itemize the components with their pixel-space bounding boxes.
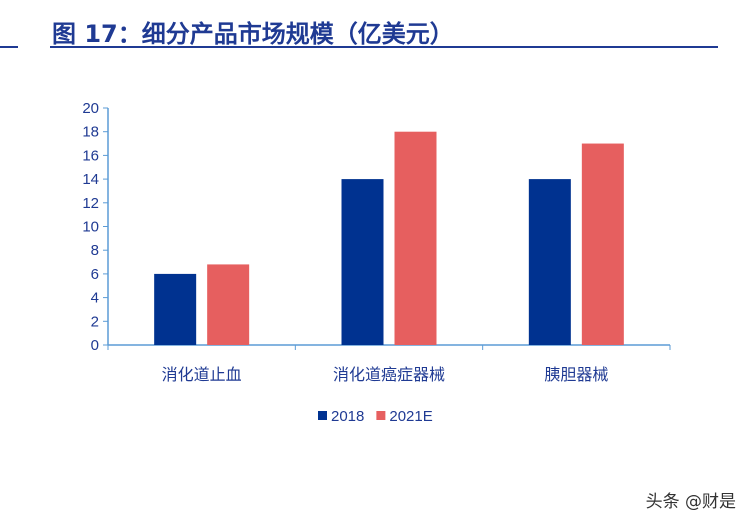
y-tick-label: 4 bbox=[91, 290, 99, 307]
bar-2018 bbox=[341, 179, 384, 345]
legend-swatch bbox=[376, 411, 386, 420]
title-rule-left bbox=[0, 46, 18, 48]
title-rule bbox=[50, 46, 718, 48]
watermark: 头条 @财是 bbox=[645, 492, 736, 512]
x-tick-label: 消化道止血 bbox=[162, 365, 242, 384]
legend-label: 2018 bbox=[331, 408, 364, 425]
bar-2018 bbox=[528, 179, 571, 345]
y-tick-label: 2 bbox=[91, 313, 99, 330]
bar-2021E bbox=[581, 143, 624, 345]
x-tick-label: 胰胆器械 bbox=[544, 365, 608, 384]
legend-swatch bbox=[318, 411, 327, 420]
y-tick-label: 14 bbox=[82, 171, 99, 188]
y-tick-label: 0 bbox=[91, 337, 99, 354]
y-tick-label: 10 bbox=[82, 219, 99, 236]
y-tick-label: 6 bbox=[91, 266, 99, 283]
y-tick-label: 20 bbox=[82, 100, 99, 117]
bar-2021E bbox=[207, 264, 250, 345]
y-tick-label: 12 bbox=[82, 195, 99, 212]
legend-label: 2021E bbox=[389, 408, 432, 425]
page-title: 图 17：细分产品市场规模（亿美元） bbox=[52, 20, 454, 48]
y-tick-label: 8 bbox=[91, 242, 99, 259]
x-tick-label: 消化道癌症器械 bbox=[333, 365, 445, 384]
bar-2021E bbox=[394, 131, 437, 345]
y-tick-label: 18 bbox=[82, 124, 99, 141]
y-tick-label: 16 bbox=[82, 147, 99, 164]
bar-2018 bbox=[154, 273, 197, 345]
